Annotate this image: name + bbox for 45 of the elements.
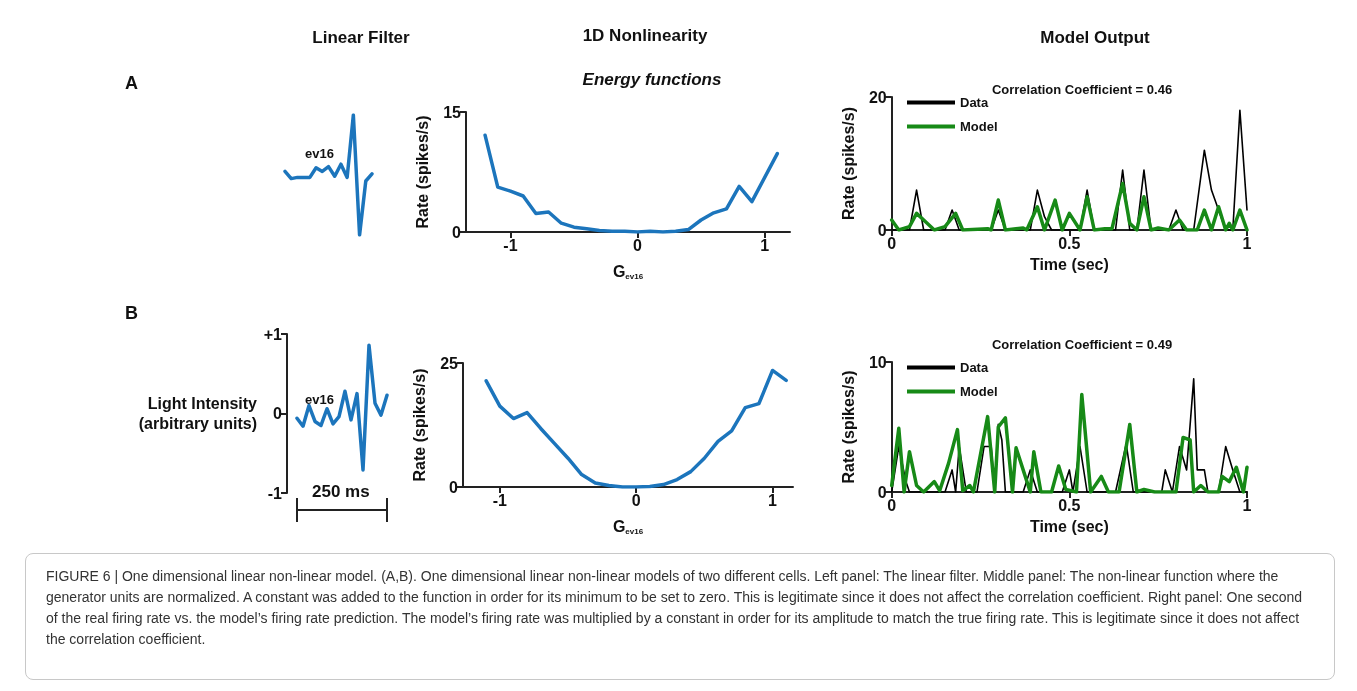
text: A — [125, 73, 138, 93]
chart-subtitle: Energy functions — [582, 70, 722, 89]
y-tick-label: 20 — [868, 88, 887, 106]
chart-title: Model Output — [1040, 28, 1151, 47]
y-tick-label: 0 — [449, 478, 459, 496]
caption: FIGURE 6 | One dimensional linear non-linear model. (A,B). One dimensional linear non-linear models of two different cells. Left panel: The linear filter. Middle panel: The non-linear function where the generator units are normalized. A constant was added to the function in order for its minimum to be set to zero. This is legitimate since it does not affect the correlation coefficient. Right panel: One second of the real firing rate vs. the model’s firing rate prediction. The model’s firing rate was multiplied by a constant in order for its amplitude to match the true firing rate. This is legitimate since it does not affect the correlation coefficient. — [46, 568, 1303, 647]
x-tick-label: 0 — [631, 491, 641, 509]
y-axis-title: Light Intensity (arbitrary units) — [138, 395, 258, 432]
chart-title: 1D Nonlinearity — [582, 26, 708, 45]
y-tick-label: 10 — [868, 353, 887, 371]
y-tick-label: 0 — [452, 223, 462, 241]
y-tick-label: 15 — [443, 103, 462, 121]
x-tick-label: 0 — [633, 236, 643, 254]
y-tick-label: 0 — [273, 405, 283, 422]
text: B — [125, 303, 138, 323]
legend-label: Model — [960, 119, 998, 134]
y-axis-title: Rate (spikes/s) — [410, 368, 428, 482]
x-tick-label: 1 — [1242, 496, 1252, 514]
legend-label: Data — [960, 95, 989, 110]
x-tick-label: 0.5 — [1058, 496, 1081, 514]
x-tick-label: 1 — [760, 236, 770, 254]
chart-title: Linear Filter — [312, 28, 411, 47]
legend-label: Model — [960, 384, 998, 399]
chart-subtitle: Correlation Coefficient = 0.46 — [991, 82, 1173, 97]
annotation: ev16 — [305, 146, 334, 161]
y-axis-title: Rate (spikes/s) — [413, 115, 431, 229]
x-tick-label: 1 — [1242, 234, 1252, 252]
x-tick-label: 0.5 — [1058, 234, 1081, 252]
y-axis-title: Rate (spikes/s) — [839, 107, 857, 220]
y-tick-label: +1 — [263, 325, 283, 343]
y-axis-title: Rate (spikes/s) — [839, 370, 857, 484]
line-series — [483, 133, 780, 234]
x-axis-title: Time (sec) — [1029, 255, 1109, 273]
x-tick-label: -1 — [503, 236, 518, 254]
legend-label: Data — [960, 360, 989, 375]
y-tick-label: 25 — [440, 354, 459, 372]
x-axis-title: Time (sec) — [1029, 517, 1109, 535]
x-tick-label: 1 — [768, 491, 778, 509]
line-series — [295, 343, 389, 472]
chart-subtitle: Correlation Coefficient = 0.49 — [991, 337, 1173, 352]
y-tick-label: 0 — [877, 221, 887, 239]
annotation: ev16 — [305, 392, 334, 407]
line-series — [484, 368, 788, 489]
annotation: 250 ms — [312, 482, 370, 501]
x-tick-label: -1 — [492, 491, 508, 509]
